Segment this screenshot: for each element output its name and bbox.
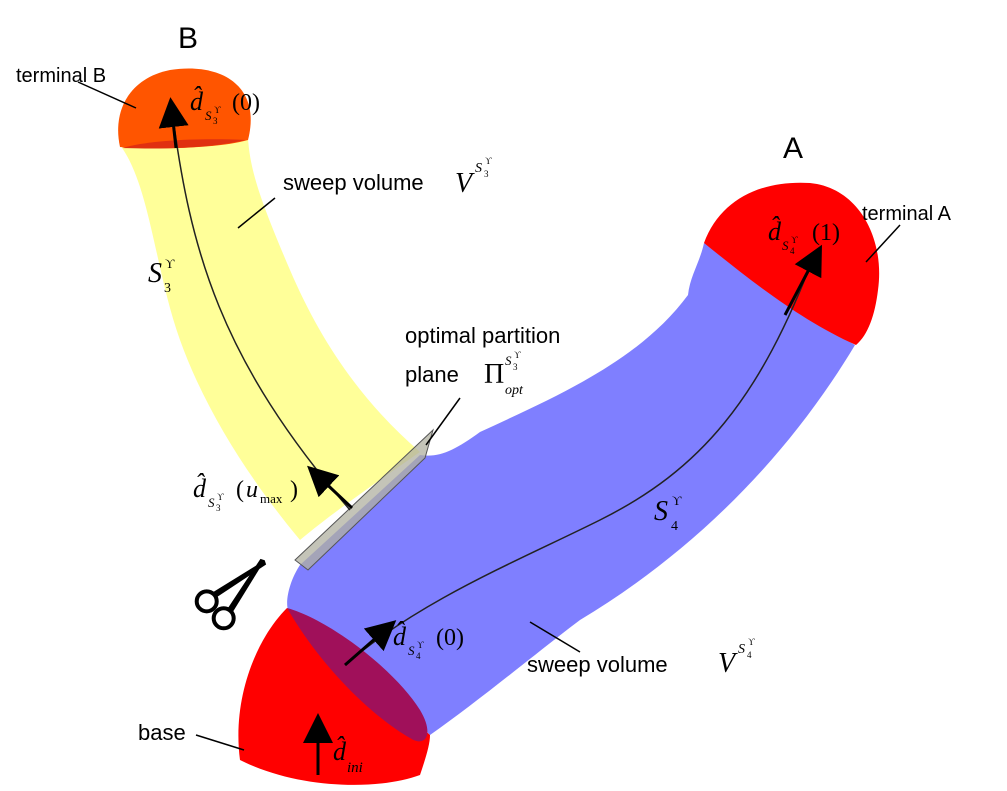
svg-text:(0): (0) [436,625,464,651]
terminal-a-leader [865,224,901,263]
label-terminal-a: terminal A [862,203,952,225]
label-corner-b: B [178,22,198,55]
math-s3: S 3 ϒ [148,256,175,296]
math-v-s3: V S 3 ϒ [455,156,492,199]
svg-text:(: ( [236,477,244,503]
svg-text:S: S [208,495,215,510]
d-s4-1-arrow [783,244,822,316]
svg-text:d̂: d̂ [333,737,347,766]
svg-text:ϒ: ϒ [791,235,798,245]
svg-text:S: S [782,238,789,253]
plane-leader [425,397,461,446]
base-cap [238,608,430,785]
svg-text:(1): (1) [812,220,840,246]
sweep-top-leader [237,197,276,229]
svg-text:S: S [148,258,162,289]
svg-text:Π: Π [484,359,504,390]
label-terminal-b: terminal B [16,65,106,87]
svg-text:d̂: d̂ [190,87,204,116]
math-v-s4: V S 4 ϒ [718,637,755,679]
sweep-bottom-leader [529,621,581,653]
math-d-ini: d̂ ini [333,737,363,776]
terminal-a-cap [704,182,880,345]
label-base: base [138,720,186,745]
svg-text:max: max [260,491,283,506]
s4-center-curve [344,252,816,666]
svg-text:4: 4 [790,246,795,256]
s3-center-curve [171,109,351,511]
math-d-s3-umax: d̂ S 3 ϒ ( u max ) [193,474,298,513]
base-leader [195,734,245,751]
label-optimal-partition: optimal partition [405,323,560,348]
svg-text:ini: ini [347,760,363,776]
svg-text:u: u [246,477,258,503]
svg-text:opt: opt [505,383,524,398]
svg-text:S: S [408,643,415,658]
d-s3-0-arrow [158,97,189,149]
svg-text:d̂: d̂ [393,622,407,651]
terminal-b-cap [118,68,251,149]
label-sweep-volume-top: sweep volume [283,170,424,195]
math-d-s3-0: d̂ S 3 ϒ (0) [190,87,260,126]
svg-text:d̂: d̂ [193,474,207,503]
svg-text:V: V [455,168,475,199]
svg-text:ϒ: ϒ [514,350,521,360]
svg-text:3: 3 [213,116,218,126]
svg-text:3: 3 [216,503,221,513]
svg-text:ϒ: ϒ [214,105,221,115]
svg-text:V: V [718,648,738,679]
base-cross-section [287,608,428,742]
svg-text:ϒ: ϒ [417,640,424,650]
d-s3-umax-arrow [307,465,354,510]
svg-text:(0): (0) [232,90,260,116]
math-pi-opt: Π S 3 ϒ opt [484,350,524,398]
svg-text:): ) [290,477,298,503]
d-s4-0-arrow [344,620,397,667]
svg-text:ϒ: ϒ [672,493,682,508]
svg-text:ϒ: ϒ [217,492,224,502]
svg-text:S: S [475,161,482,176]
svg-text:4: 4 [671,519,678,534]
svg-text:ϒ: ϒ [165,256,175,271]
svg-text:S: S [654,496,668,527]
math-s4: S 4 ϒ [654,493,682,534]
terminal-b-edge [122,139,246,149]
svg-text:3: 3 [513,362,518,372]
label-corner-a: A [783,132,803,165]
blue-sweep-tube [287,243,855,735]
scissors-icon [194,558,267,631]
math-d-s4-1: d̂ S 4 ϒ (1) [768,217,840,256]
svg-text:3: 3 [164,281,171,296]
optimal-partition-plane [294,428,434,571]
svg-text:S: S [505,353,512,368]
svg-text:3: 3 [484,169,489,179]
svg-text:S: S [205,108,212,123]
label-sweep-volume-bottom: sweep volume [527,652,668,677]
svg-text:4: 4 [416,651,421,661]
yellow-sweep-tube [120,138,420,540]
math-d-s4-0: d̂ S 4 ϒ (0) [393,622,464,661]
svg-text:ϒ: ϒ [485,156,492,166]
label-plane: plane [405,362,459,387]
terminal-b-leader [77,81,137,109]
svg-text:d̂: d̂ [768,217,782,246]
svg-text:ϒ: ϒ [748,637,755,647]
svg-text:S: S [738,642,745,657]
svg-text:4: 4 [747,650,752,660]
